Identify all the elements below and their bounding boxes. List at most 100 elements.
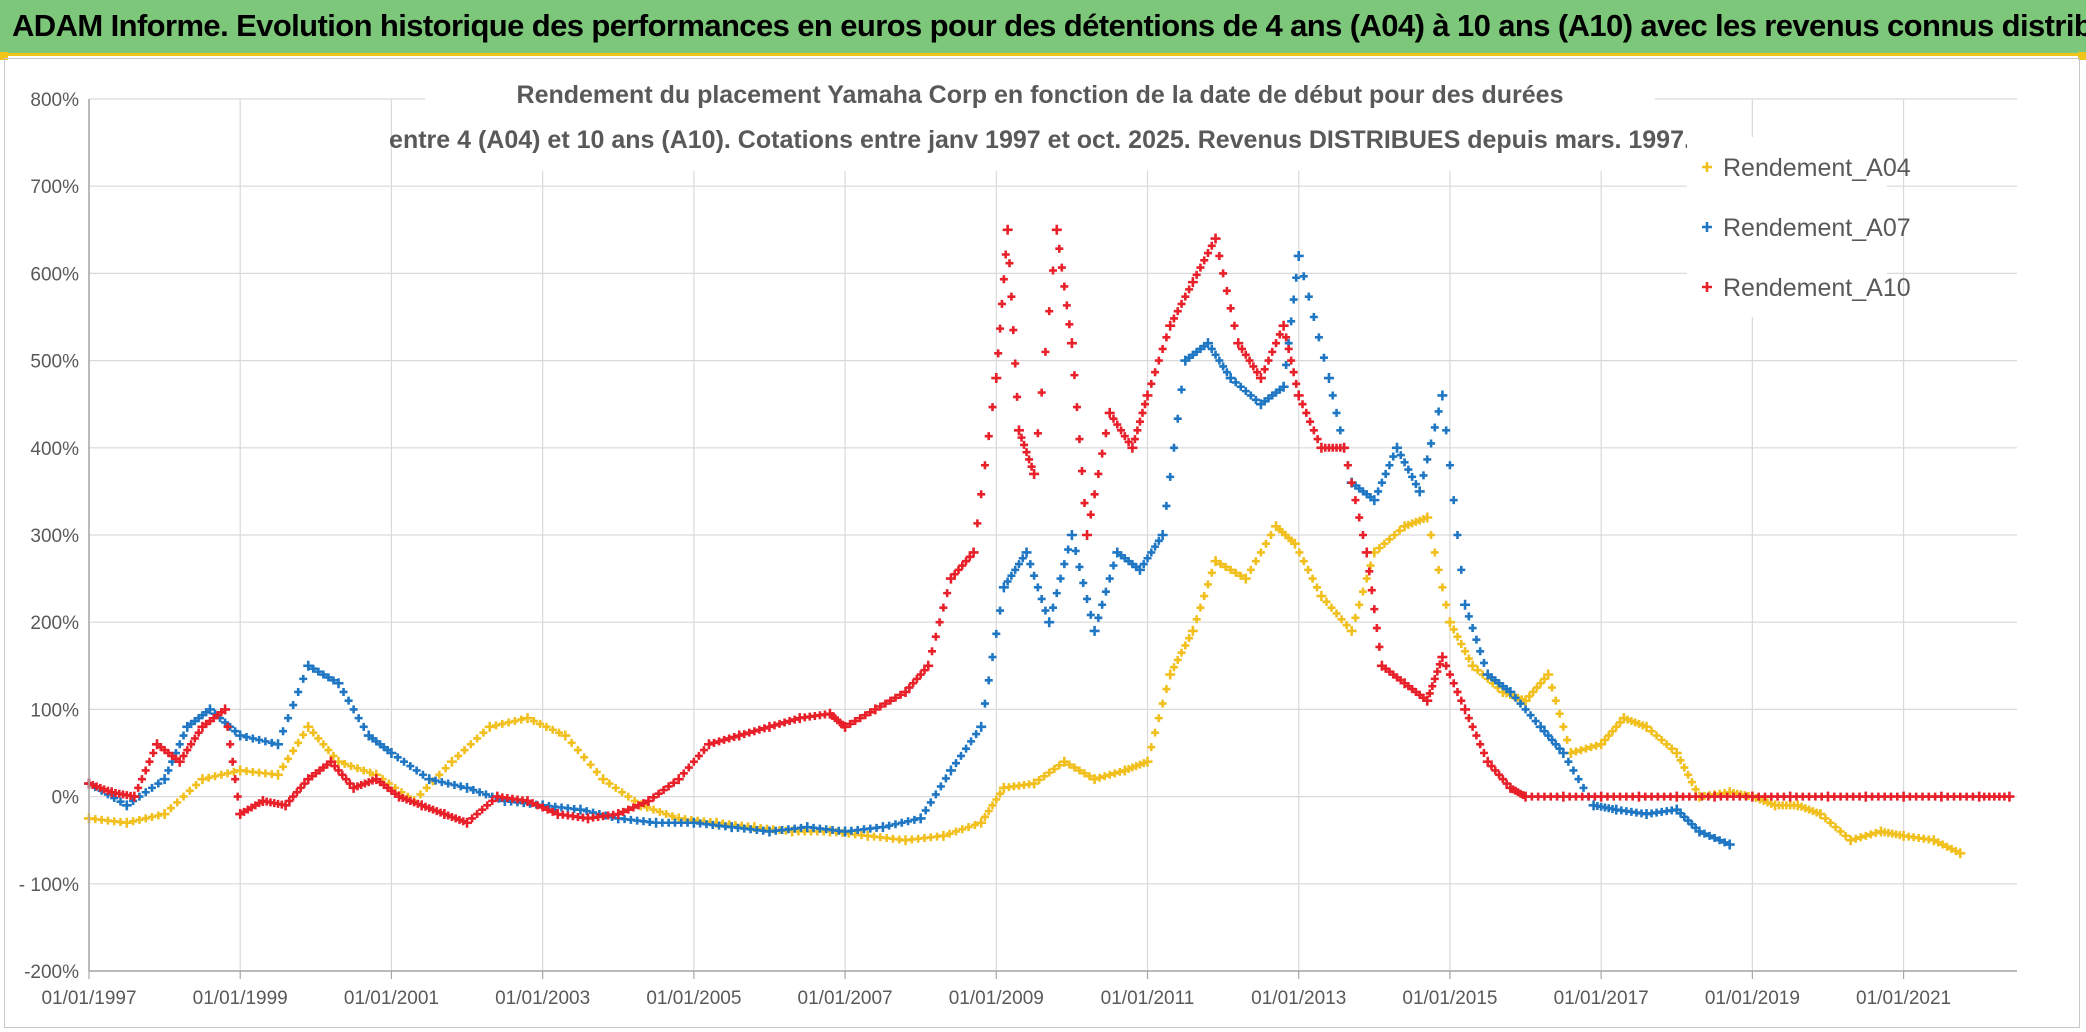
data-point-interp [1147, 379, 1156, 388]
data-point-interp [1200, 592, 1209, 601]
data-point-interp [1461, 647, 1470, 656]
data-point-interp [1204, 249, 1212, 258]
data-point-interp [529, 717, 538, 726]
data-point-interp [619, 807, 628, 816]
data-point-interp [1473, 666, 1482, 675]
data-point-interp [330, 762, 339, 771]
data-point-interp [1037, 388, 1046, 397]
data-point-interp [988, 403, 997, 412]
data-point-interp [710, 738, 719, 747]
data-point-interp [1304, 565, 1313, 574]
data-point-interp [1026, 560, 1035, 569]
data-point-interp [141, 766, 150, 775]
data-point-interp [1017, 433, 1026, 442]
data-point-interp [359, 766, 368, 775]
data-point-interp [1219, 362, 1228, 371]
x-tick-label: 01/01/2021 [1856, 988, 1951, 1009]
data-point-interp [634, 801, 643, 810]
data-point-interp [962, 744, 971, 753]
data-point [1021, 547, 1032, 558]
data-point-interp [528, 799, 537, 808]
data-point-interp [1464, 612, 1473, 621]
data-point-interp [1314, 333, 1323, 342]
data-point-interp [958, 825, 967, 834]
data-point-interp [586, 760, 595, 769]
data-point-interp [548, 725, 557, 734]
data-point-interp [567, 738, 576, 747]
data-point [1460, 704, 1471, 715]
data-point-interp [1196, 603, 1205, 612]
data-point-interp [1358, 587, 1367, 596]
data-point-interp [1282, 333, 1291, 342]
x-tick-label: 01/01/1999 [193, 988, 288, 1009]
data-point [1044, 617, 1055, 628]
data-point-interp [886, 696, 895, 705]
data-point-interp [1238, 344, 1247, 353]
data-point-interp [437, 778, 446, 787]
data-point [560, 730, 571, 741]
data-point [1187, 277, 1198, 288]
data-point-interp [342, 775, 351, 784]
data-point-interp [654, 789, 663, 798]
data-point-interp [179, 751, 188, 760]
data-point-interp [1327, 603, 1336, 612]
data-point-interp [1065, 760, 1074, 769]
data-point-interp [1934, 838, 1943, 847]
data-point [446, 756, 457, 767]
data-point [976, 721, 987, 732]
data-point [1203, 338, 1213, 349]
data-point-interp [885, 821, 894, 830]
data-point [945, 765, 956, 776]
data-point-interp [1090, 490, 1099, 499]
data-point-interp [664, 782, 673, 791]
data-point [991, 373, 1002, 384]
data-point-interp [1433, 667, 1442, 676]
data-point-interp [179, 731, 188, 740]
data-point-interp [1472, 731, 1481, 740]
data-point-interp [166, 804, 175, 813]
data-point [1210, 233, 1221, 244]
data-point-interp [1055, 244, 1064, 253]
data-point [1142, 756, 1153, 767]
data-point [462, 782, 473, 793]
data-point-interp [1362, 574, 1371, 583]
data-point-interp [1525, 692, 1534, 701]
data-point-interp [931, 790, 940, 799]
data-point [870, 704, 881, 715]
data-point-interp [422, 783, 431, 792]
data-point [1414, 486, 1425, 497]
data-point-interp [468, 814, 477, 823]
data-point-interp [510, 717, 519, 726]
data-point-interp [1100, 772, 1109, 781]
data-point [1029, 778, 1040, 789]
data-point [1671, 748, 1682, 758]
data-point-interp [555, 728, 564, 737]
data-point-interp [1836, 827, 1845, 836]
data-point-interp [1604, 731, 1613, 740]
data-point-interp [400, 757, 409, 766]
data-point-interp [1425, 689, 1434, 698]
data-point-interp [1173, 307, 1182, 316]
data-point-interp [1085, 772, 1094, 781]
data-point-interp [624, 792, 633, 801]
data-point-interp [1080, 769, 1089, 778]
data-point-interp [1395, 526, 1404, 535]
data-point-interp [456, 782, 465, 791]
data-point-interp [1115, 767, 1124, 776]
legend-marker-Rendement_A04 [1702, 162, 1712, 172]
data-point [1392, 442, 1403, 453]
data-point-interp [1060, 560, 1069, 569]
data-point-interp [1408, 472, 1417, 481]
data-point-interp [967, 737, 976, 746]
data-point-interp [931, 632, 940, 641]
data-point-interp [1158, 344, 1167, 353]
data-point-interp [1531, 717, 1540, 726]
y-tick-label: 700% [30, 177, 79, 198]
data-point [1278, 381, 1289, 392]
data-point-interp [1574, 775, 1583, 784]
data-point-interp [267, 738, 276, 747]
data-point-interp [1328, 391, 1337, 400]
data-point-interp [1282, 360, 1291, 369]
data-point-interp [1720, 838, 1729, 847]
data-point-interp [910, 815, 919, 824]
